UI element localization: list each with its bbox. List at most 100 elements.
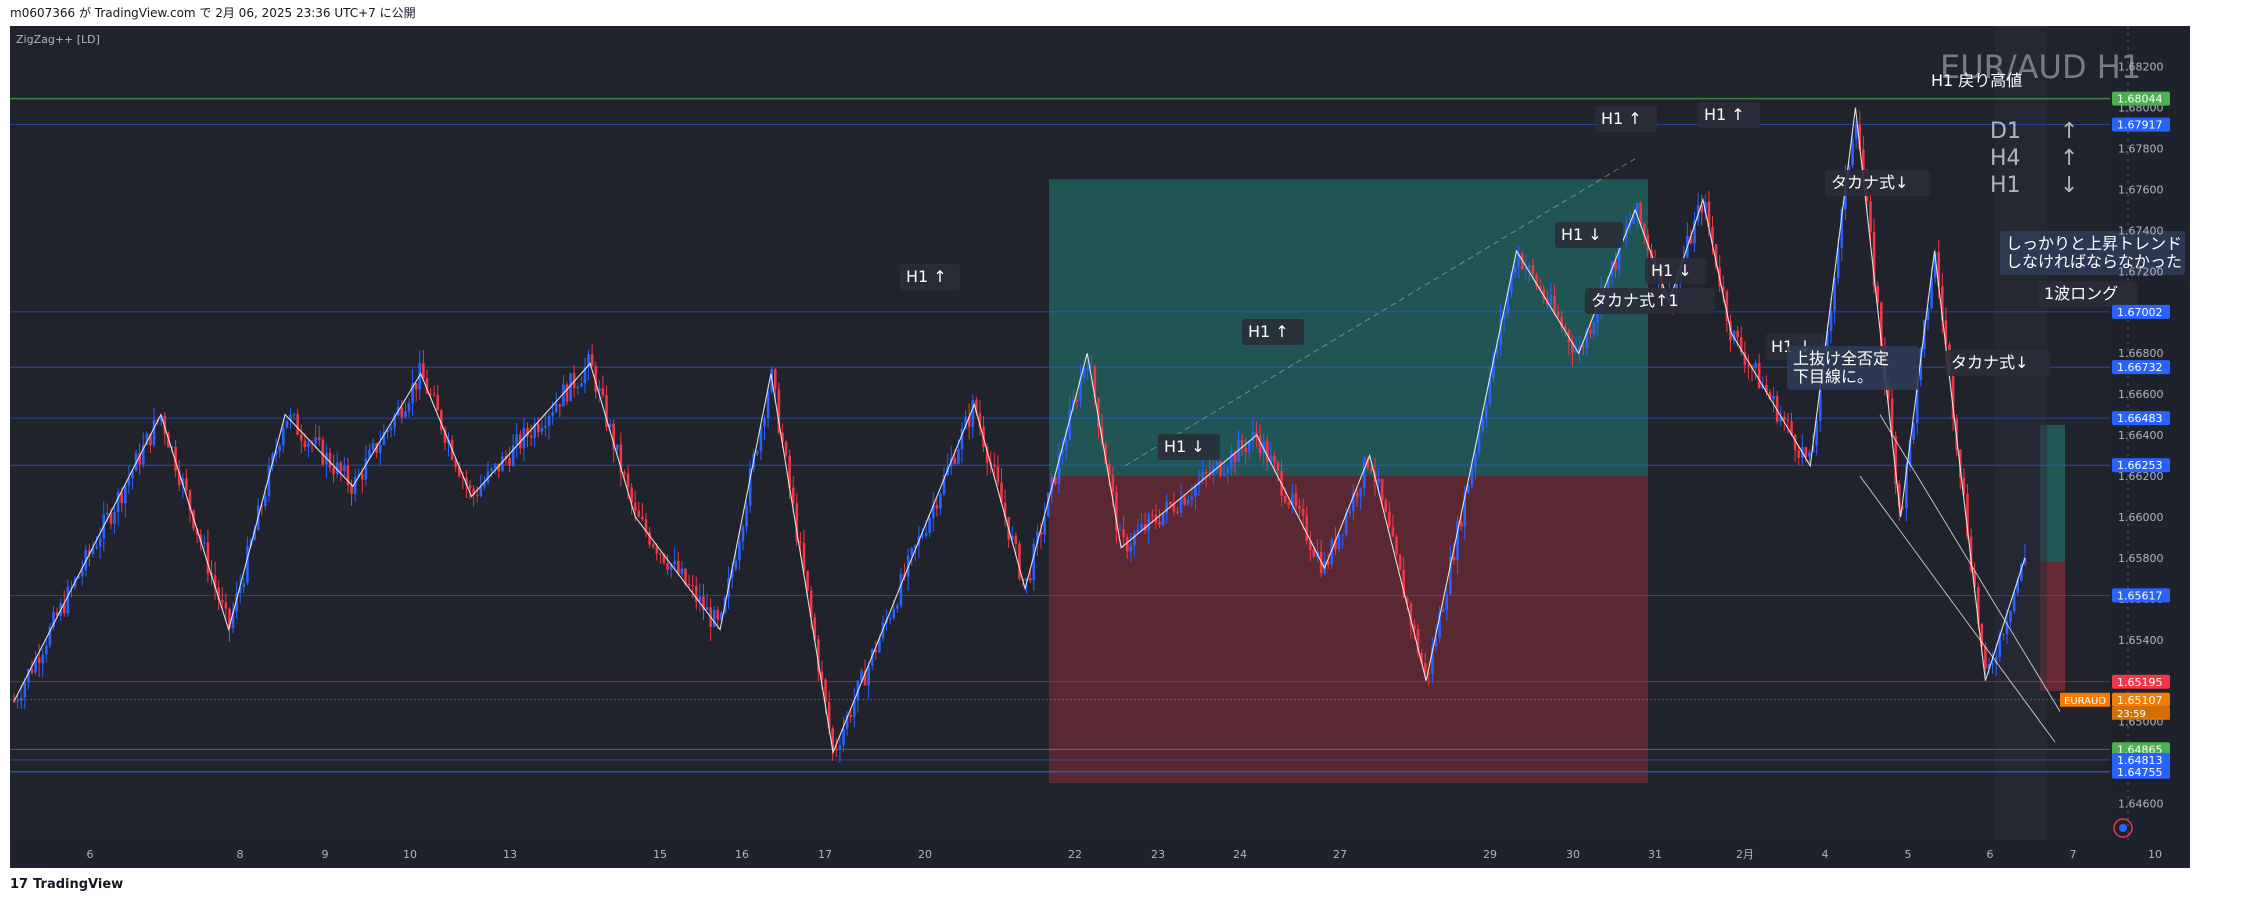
candle-body bbox=[996, 466, 1000, 483]
channel-line-upper[interactable] bbox=[1879, 414, 2061, 712]
candle-body bbox=[1416, 629, 1420, 654]
candle-body bbox=[177, 470, 181, 485]
candle-body bbox=[594, 366, 598, 392]
candle-body bbox=[1556, 311, 1560, 317]
candle-body bbox=[734, 560, 738, 570]
y-tick-label: 1.68200 bbox=[2118, 61, 2164, 74]
candle-body bbox=[1786, 419, 1790, 422]
chart-annotation[interactable]: H1 ↑ bbox=[1595, 106, 1657, 132]
candle-body bbox=[1528, 265, 1531, 269]
candle-body bbox=[1754, 362, 1757, 369]
chart-annotation[interactable]: タカナ式↓ bbox=[1825, 170, 1930, 196]
candle-body bbox=[928, 517, 931, 533]
candle-body bbox=[472, 488, 475, 496]
candle-body bbox=[802, 542, 806, 571]
profit-zone[interactable] bbox=[1049, 179, 1648, 477]
x-tick-label: 20 bbox=[918, 848, 932, 861]
candle-body bbox=[508, 457, 511, 466]
candle-body bbox=[124, 485, 127, 504]
annotation-text: タカナ式↓ bbox=[1951, 353, 2028, 372]
candle-body bbox=[1743, 352, 1747, 366]
candle-body bbox=[1265, 441, 1269, 462]
candle-body bbox=[773, 369, 777, 389]
candle-body bbox=[307, 443, 310, 448]
price-tag[interactable] bbox=[2112, 411, 2170, 426]
chart-annotation[interactable]: タカナ式↑1 bbox=[1585, 288, 1715, 314]
time-axis[interactable] bbox=[10, 840, 2190, 868]
annotation-text: タカナ式↑1 bbox=[1591, 291, 1679, 310]
chart-annotation[interactable]: H1 ↓ bbox=[1158, 434, 1220, 460]
candle-body bbox=[486, 471, 490, 483]
candle-body bbox=[1039, 531, 1043, 535]
chart-annotation[interactable]: H1 ↓ bbox=[1645, 258, 1707, 284]
mtf-timeframe: H1 bbox=[1990, 173, 2021, 198]
candle-body bbox=[1441, 609, 1445, 613]
candle-body bbox=[1689, 236, 1693, 244]
x-tick-label: 4 bbox=[1822, 848, 1829, 861]
price-tag[interactable] bbox=[2112, 764, 2170, 779]
settings-icon[interactable] bbox=[2113, 818, 2133, 838]
candle-body bbox=[91, 548, 95, 555]
price-tag-label: 1.65617 bbox=[2117, 589, 2163, 602]
chart-annotation[interactable]: 1波ロング bbox=[2038, 281, 2138, 307]
candle-body bbox=[1000, 482, 1003, 503]
x-tick-label: 15 bbox=[653, 848, 667, 861]
candle-body bbox=[1926, 307, 1930, 321]
price-chart[interactable]: EUR/AUD H1 ZigZag++ [LD] H1 ↑ H1 ↑ H1 ↑ H1 ↑ H… bbox=[10, 26, 2190, 868]
price-tag[interactable] bbox=[2112, 692, 2170, 707]
candle-body bbox=[2023, 557, 2027, 564]
chart-area[interactable]: EUR/AUD H1 ZigZag++ [LD] H1 ↑ H1 ↑ H1 ↑ H1 ↑ H… bbox=[10, 26, 2190, 868]
indicator-label[interactable]: ZigZag++ [LD] bbox=[16, 33, 100, 46]
price-axis[interactable] bbox=[2110, 26, 2190, 868]
candle-body bbox=[1635, 203, 1639, 216]
candle-body bbox=[1086, 367, 1089, 369]
candle-body bbox=[662, 554, 666, 563]
candle-body bbox=[562, 384, 565, 407]
chart-annotation[interactable]: H1 戻り高値 bbox=[1931, 71, 2022, 90]
price-tag[interactable] bbox=[2112, 458, 2170, 473]
loss-zone[interactable] bbox=[1049, 476, 1648, 784]
candle-body bbox=[536, 423, 540, 432]
candle-body bbox=[1262, 441, 1265, 454]
price-tag[interactable] bbox=[2112, 117, 2170, 132]
candle-body bbox=[648, 531, 651, 545]
symbol-tag[interactable] bbox=[2060, 692, 2110, 707]
annotation-box bbox=[1158, 434, 1220, 460]
zigzag-line[interactable] bbox=[13, 107, 2026, 755]
price-tag-label: 1.67002 bbox=[2117, 306, 2163, 319]
candle-body bbox=[1222, 473, 1226, 476]
chart-annotation[interactable]: H1 ↑ bbox=[900, 264, 960, 290]
candle-body bbox=[159, 416, 163, 422]
candle-body bbox=[1158, 522, 1161, 525]
candle-body bbox=[687, 584, 691, 586]
price-tag[interactable] bbox=[2112, 360, 2170, 375]
candle-body bbox=[19, 697, 23, 701]
candle-body bbox=[271, 454, 274, 467]
annotation-text: タカナ式↓ bbox=[1831, 173, 1908, 192]
chart-annotation[interactable]: H1 ↑ bbox=[1698, 102, 1760, 128]
chart-annotation[interactable]: H1 ↓ bbox=[1555, 222, 1623, 248]
candle-body bbox=[910, 548, 914, 556]
x-tick-label: 6 bbox=[87, 848, 94, 861]
chart-annotation[interactable]: H1 ↑ bbox=[1242, 319, 1304, 345]
candle-body bbox=[863, 670, 867, 686]
channel-line-lower[interactable] bbox=[1859, 475, 2056, 743]
candle-body bbox=[1517, 253, 1520, 267]
price-tag[interactable] bbox=[2112, 304, 2170, 319]
candle-body bbox=[253, 530, 256, 541]
price-tag[interactable] bbox=[2112, 91, 2170, 106]
candle-body bbox=[1043, 516, 1046, 535]
y-tick-label: 1.66000 bbox=[2118, 511, 2164, 524]
price-tag[interactable] bbox=[2112, 588, 2170, 603]
candle-body bbox=[1140, 524, 1143, 530]
chart-annotation[interactable]: タカナ式↓ bbox=[1945, 350, 2050, 376]
annotation-box bbox=[1645, 258, 1707, 284]
candle-body bbox=[791, 487, 795, 504]
price-tag[interactable] bbox=[2112, 752, 2170, 767]
price-tag[interactable] bbox=[2112, 674, 2170, 689]
tradingview-logo[interactable]: 𝟭𝟳 TradingView bbox=[10, 877, 123, 892]
candle-body bbox=[2016, 580, 2020, 593]
price-tag[interactable] bbox=[2112, 742, 2170, 757]
